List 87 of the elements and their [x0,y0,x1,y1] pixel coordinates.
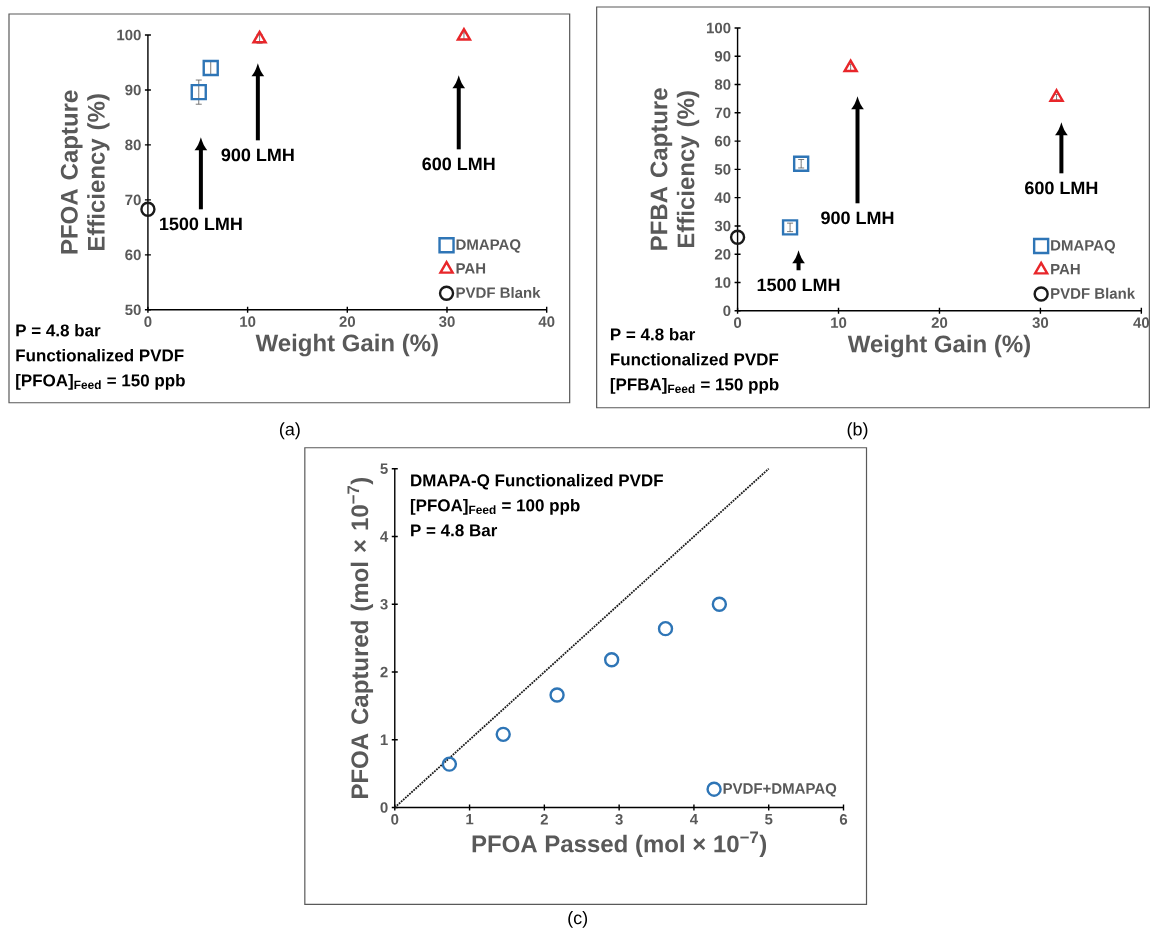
y-tick-label: 20 [714,248,731,260]
point [603,651,620,668]
x-tick-label: 2 [540,813,548,825]
y-axis-title: PFOA Captured (mol × 10$^{−7}$) [347,477,374,798]
y-tick-label: 0 [380,802,388,813]
point [252,30,267,44]
x-tick-label: 20 [931,317,948,328]
point [495,726,511,742]
text: P = 4.8 bar [16,323,101,337]
text: Functionalized PVDF [611,352,779,366]
x-tick-label: 0 [391,813,399,825]
point [456,27,472,41]
x-tick-label: 30 [1032,317,1049,328]
annotation: 600 LMH [1025,181,1098,195]
x-tick-label: 10 [831,317,847,328]
y-tick-label: 50 [125,304,141,315]
legend-label: PAH [1051,263,1080,275]
x-tick-label: 0 [144,316,152,327]
point [657,620,674,637]
legend-label: PVDF+DMAPAQ [723,782,837,797]
x-tick-label: 40 [538,316,555,327]
text: (a) [279,422,300,439]
y-tick-label: 70 [125,194,141,205]
annotation: P = 4.8 Bar [411,524,498,537]
legend-label: PVDF Blank [1051,287,1136,299]
point [792,155,810,172]
y-tick-label: 0 [723,305,731,316]
x-axis-title: Weight Gain (%) [847,334,1030,358]
legend-label: DMAPAQ [456,239,521,253]
y-tick-label: 90 [714,50,731,62]
point [711,596,728,612]
y-tick-label: 1 [380,734,388,745]
y-tick-label: 5 [380,463,388,474]
legend-label: PVDF Blank [456,286,541,298]
x-tick-label: 5 [765,813,773,825]
x-tick-label: 6 [839,813,848,825]
annotation: 1500 LMH [757,278,840,291]
x-tick-label: 10 [240,316,256,327]
annotation: 1500 LMH [160,217,242,231]
text: [PFBA]$_{Feed}$ = 150 ppb [610,377,779,394]
y-tick-label: 80 [714,79,731,90]
x-tick-label: 40 [1133,317,1150,328]
x-tick-label: 3 [615,813,623,825]
x-tick-label: 1 [466,813,474,825]
text: (c) [568,910,588,928]
y-tick-label: 60 [714,135,731,147]
annotation: 900 LMH [221,148,294,162]
y-tick-label: 80 [125,139,141,150]
y-tick-label: 4 [380,531,389,542]
point [190,83,207,101]
y-tick-label: 2 [380,666,388,678]
text: P = 4.8 bar [611,327,696,341]
y-tick-label: 40 [714,192,731,203]
x-tick-label: 0 [734,317,742,328]
text: Functionalized PVDF [16,348,184,362]
x-tick-label: 20 [339,316,356,327]
y-tick-label: 70 [715,107,731,118]
legend-label: PAH [456,262,486,274]
text: (b) [847,422,868,439]
legend-label: DMAPAQ [1051,239,1116,254]
y-tick-label: 10 [715,277,731,288]
y-tick-label: 90 [125,84,141,96]
point [843,59,858,73]
y-axis-title: PFOA Capture Efficiency (%) [60,90,110,254]
annotation: DMAPA-Q Functionalized PVDF [411,473,663,490]
text: [PFOA]$_{Feed}$ = 150 ppb [16,373,185,390]
y-tick-label: 50 [714,163,731,175]
x-tick-label: 30 [439,316,455,327]
point [441,756,458,772]
point [781,218,799,236]
annotation: [PFOA]$_{Feed}$ = 100 ppb [410,498,580,515]
point [549,687,565,703]
x-axis-title: Weight Gain (%) [255,333,438,357]
point [140,201,156,217]
y-tick-label: 60 [125,249,141,260]
x-tick-label: 4 [689,813,699,825]
annotation: 900 LMH [821,211,894,225]
y-tick-label: 100 [706,22,731,34]
point [729,229,746,245]
y-axis-title: PFBA Capture Efficiency (%) [650,88,700,250]
annotation: 600 LMH [422,157,495,171]
y-tick-label: 100 [117,29,141,41]
point [202,59,219,76]
y-tick-label: 30 [714,220,731,232]
point [1049,88,1064,102]
x-axis-title: PFOA Passed (mol × 10$^{−7}$) [472,831,767,857]
y-tick-label: 3 [380,598,388,610]
